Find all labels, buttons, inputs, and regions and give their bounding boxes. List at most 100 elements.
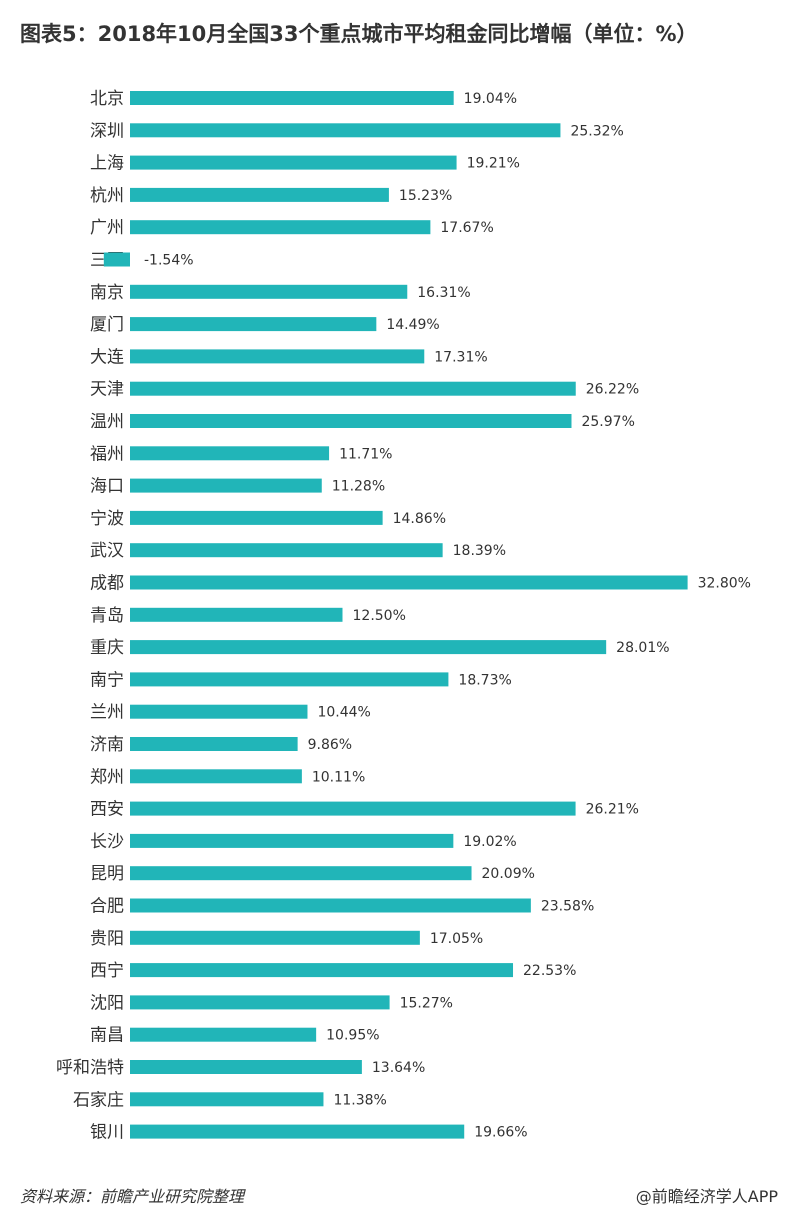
data-label: 15.27% [400, 995, 453, 1011]
bar [130, 898, 531, 913]
data-label: 18.73% [458, 672, 511, 688]
data-label: 26.21% [586, 802, 639, 818]
data-label: 32.80% [698, 576, 751, 592]
category-label: 南京 [90, 283, 124, 303]
category-label: 重庆 [90, 638, 124, 658]
bar [130, 575, 688, 590]
bar [130, 220, 431, 235]
category-label: 长沙 [90, 832, 124, 852]
data-label: 10.11% [312, 769, 365, 785]
bar [130, 833, 454, 848]
category-label: 大连 [90, 347, 124, 367]
category-label: 合肥 [90, 897, 124, 917]
data-label: 19.04% [464, 91, 517, 107]
data-label: 17.31% [434, 349, 487, 365]
data-label: 26.22% [586, 382, 639, 398]
category-label: 杭州 [90, 186, 124, 206]
data-label: -1.54% [144, 253, 194, 269]
data-label: 14.86% [393, 511, 446, 527]
category-label: 南昌 [90, 1026, 124, 1046]
brand-credit: @前瞻经济学人APP [635, 1187, 778, 1206]
bar [130, 284, 408, 299]
data-label: 23.58% [541, 899, 594, 915]
bar [130, 317, 377, 332]
data-label: 25.97% [581, 414, 634, 430]
category-label: 郑州 [90, 767, 124, 787]
bar [130, 155, 457, 170]
category-label: 贵阳 [90, 929, 124, 949]
chart-title: 图表5：2018年10月全国33个重点城市平均租金同比增幅（单位：%） [20, 22, 698, 46]
bar [130, 543, 443, 558]
bar [130, 446, 330, 461]
data-label: 28.01% [616, 640, 669, 656]
category-label: 兰州 [90, 703, 124, 723]
category-label: 昆明 [90, 864, 124, 884]
bar [130, 737, 298, 751]
source-note: 资料来源：前瞻产业研究院整理 [20, 1187, 245, 1206]
bar [130, 607, 343, 622]
data-label: 20.09% [482, 866, 535, 882]
bar [130, 91, 454, 105]
data-label: 19.21% [467, 156, 520, 172]
category-label: 上海 [90, 154, 124, 174]
data-label: 19.66% [474, 1125, 527, 1141]
bar [130, 963, 514, 978]
bar [130, 1027, 317, 1042]
data-label: 17.67% [440, 220, 493, 236]
category-label: 广州 [90, 218, 124, 238]
data-label: 10.44% [317, 705, 370, 721]
category-label: 海口 [90, 477, 124, 497]
bar [130, 510, 383, 525]
bar [130, 187, 389, 202]
data-label: 15.23% [399, 188, 452, 204]
data-label: 22.53% [523, 963, 576, 979]
data-label: 14.49% [386, 317, 439, 333]
category-label: 西安 [90, 800, 124, 820]
bar [130, 640, 607, 655]
bar [130, 1124, 465, 1139]
data-label: 11.38% [333, 1092, 386, 1108]
bar [130, 1092, 324, 1107]
bar [130, 801, 576, 816]
bar [130, 704, 308, 719]
category-label: 温州 [90, 412, 124, 432]
data-label: 9.86% [308, 737, 352, 753]
data-label: 12.50% [353, 608, 406, 624]
data-label: 19.02% [463, 834, 516, 850]
bar [130, 672, 449, 687]
bar [130, 349, 425, 364]
category-label: 深圳 [90, 121, 124, 141]
category-label: 呼和浩特 [56, 1058, 124, 1078]
data-label: 11.28% [332, 479, 385, 495]
data-label: 25.32% [570, 123, 623, 139]
bar [130, 930, 420, 945]
category-label: 济南 [90, 735, 124, 755]
bar [130, 478, 322, 493]
bar [130, 769, 302, 784]
category-label: 武汉 [90, 541, 124, 561]
data-label: 10.95% [326, 1028, 379, 1044]
data-label: 13.64% [372, 1060, 425, 1076]
bar [130, 1060, 362, 1074]
bar-chart: 北京 19.04% 深圳 25.32% 上海 19.21% 杭州 15.23% 广州 17.67%… [56, 89, 751, 1143]
data-label: 18.39% [453, 543, 506, 559]
bar [130, 995, 390, 1010]
bar [130, 123, 561, 138]
bar [103, 252, 130, 267]
category-label: 银川 [90, 1123, 124, 1143]
data-label: 17.05% [430, 931, 483, 947]
category-label: 青岛 [90, 606, 124, 626]
bar [130, 866, 472, 881]
category-label: 宁波 [90, 509, 124, 529]
category-label: 西宁 [90, 961, 124, 981]
category-label: 沈阳 [90, 993, 124, 1013]
category-label: 成都 [90, 574, 124, 594]
bar [130, 381, 576, 396]
category-label: 石家庄 [73, 1090, 124, 1110]
category-label: 南宁 [90, 670, 124, 690]
category-label: 福州 [90, 444, 124, 464]
category-label: 天津 [90, 380, 124, 400]
category-label: 厦门 [90, 315, 124, 335]
bar [130, 414, 572, 428]
category-label: 北京 [90, 89, 124, 109]
